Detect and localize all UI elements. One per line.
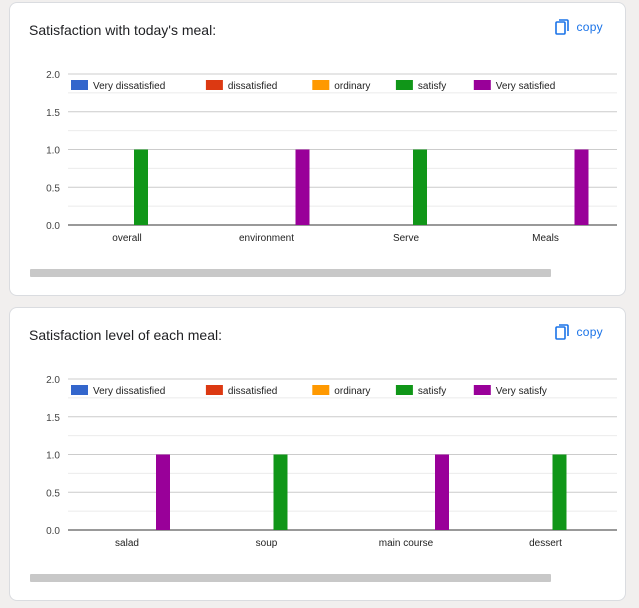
x-tick-label: overall <box>112 233 141 244</box>
legend-swatch <box>395 80 413 90</box>
legend-swatch <box>395 385 413 395</box>
horizontal-scrollbar[interactable] <box>30 574 551 582</box>
x-tick-label: environment <box>239 233 294 244</box>
legend-label: dissatisfied <box>228 386 277 397</box>
legend-swatch <box>473 385 491 395</box>
y-tick-label: 0.5 <box>46 488 60 499</box>
bar-chart: 0.0 0.5 1.0 1.5 2.0 Very dissatisfied dissatis… <box>46 70 617 244</box>
bar <box>552 454 567 530</box>
copy-label: copy <box>576 325 603 339</box>
x-tick-label: Serve <box>393 233 420 244</box>
legend-label: Very satisfy <box>496 386 547 397</box>
copy-label: copy <box>576 20 603 34</box>
bar <box>273 454 288 530</box>
legend-label: satisfy <box>418 81 446 92</box>
bar <box>156 454 170 530</box>
chart-card-each-meal: Satisfaction level of each meal: copy 0.… <box>9 307 626 601</box>
bar <box>574 149 589 225</box>
copy-button[interactable]: copy <box>555 19 603 35</box>
copy-icon <box>555 324 570 340</box>
x-tick-label: main course <box>379 538 434 549</box>
copy-icon <box>555 19 570 35</box>
legend-label: ordinary <box>334 386 370 397</box>
legend-label: Very dissatisfied <box>93 386 165 397</box>
legend-swatch <box>473 80 491 90</box>
legend-swatch <box>71 80 88 90</box>
y-tick-label: 0.0 <box>46 221 60 232</box>
y-tick-label: 1.0 <box>46 146 60 157</box>
legend-swatch <box>312 80 330 90</box>
chart-card-today-meal: Satisfaction with today's meal: copy 0.0… <box>9 2 626 296</box>
y-tick-label: 1.5 <box>46 413 60 424</box>
x-tick-label: salad <box>115 538 139 549</box>
horizontal-scrollbar[interactable] <box>30 269 551 277</box>
card-title: Satisfaction with today's meal: <box>29 22 217 38</box>
x-tick-label: dessert <box>529 538 562 549</box>
y-tick-label: 2.0 <box>46 70 60 81</box>
bar-chart: 0.0 0.5 1.0 1.5 2.0 Very dissatisfied dissatis… <box>46 375 617 549</box>
bar <box>295 149 310 225</box>
y-tick-label: 2.0 <box>46 375 60 386</box>
y-tick-label: 0.0 <box>46 526 60 537</box>
x-tick-label: Meals <box>532 233 559 244</box>
x-tick-label: soup <box>256 538 278 549</box>
legend-swatch <box>312 385 330 395</box>
y-tick-label: 1.0 <box>46 451 60 462</box>
legend-label: ordinary <box>334 81 370 92</box>
legend-swatch <box>205 80 223 90</box>
bar <box>134 149 148 225</box>
y-tick-label: 1.5 <box>46 108 60 119</box>
legend-label: Very satisfied <box>496 81 555 92</box>
legend-swatch <box>205 385 223 395</box>
y-tick-label: 0.5 <box>46 183 60 194</box>
legend-label: Very dissatisfied <box>93 81 165 92</box>
legend-label: satisfy <box>418 386 446 397</box>
copy-button[interactable]: copy <box>555 324 603 340</box>
legend-label: dissatisfied <box>228 81 277 92</box>
legend-swatch <box>71 385 88 395</box>
bar <box>413 149 427 225</box>
card-title: Satisfaction level of each meal: <box>29 327 222 343</box>
bar <box>435 454 449 530</box>
